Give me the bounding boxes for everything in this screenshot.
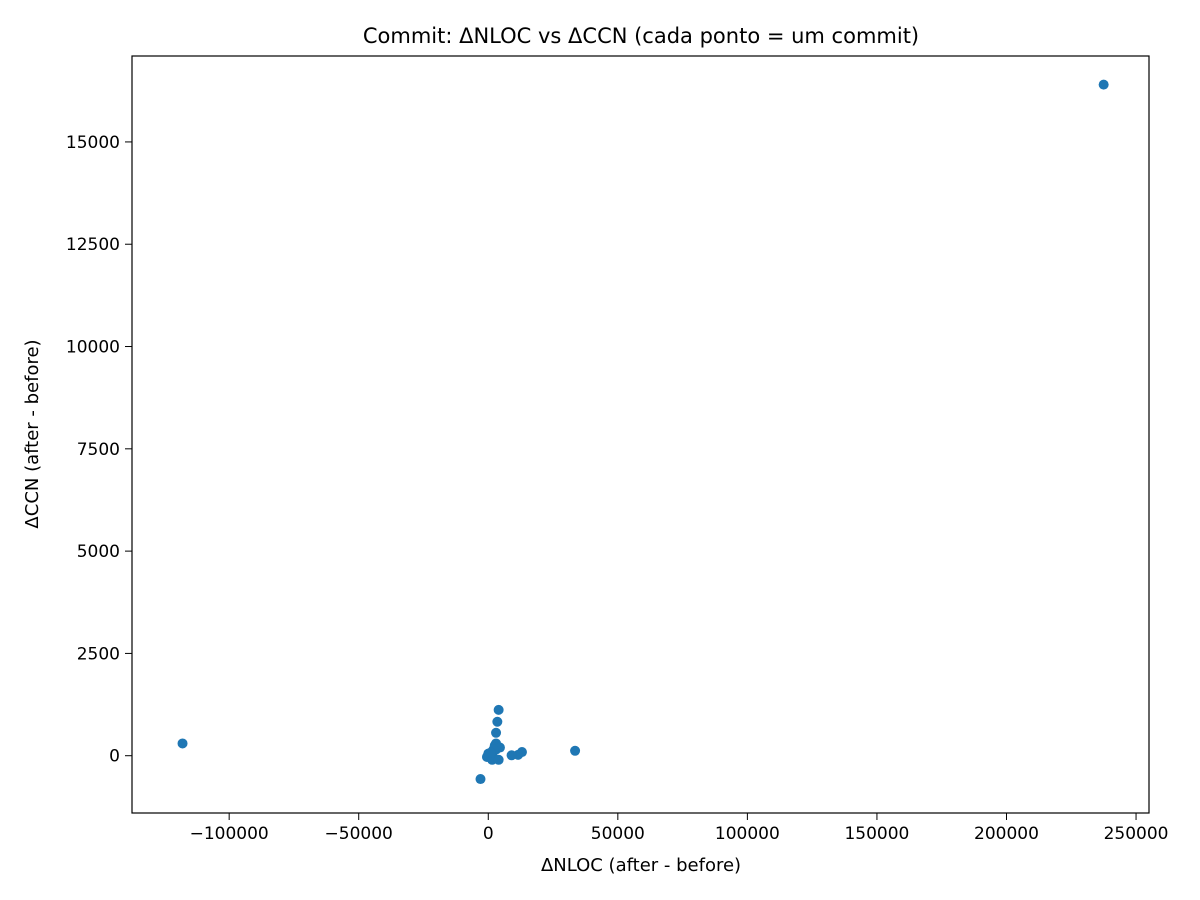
data-point bbox=[493, 754, 504, 765]
x-tick-label: 100000 bbox=[715, 824, 780, 844]
axis-ticks: −100000 −50000 0 50000 100000 150000 200000 250… bbox=[66, 133, 1169, 844]
y-tick-label: 0 bbox=[109, 747, 120, 767]
y-tick-label: 7500 bbox=[77, 440, 120, 460]
x-tick-label: 150000 bbox=[844, 824, 909, 844]
chart-title: Commit: ΔNLOC vs ΔCCN (cada ponto = um c… bbox=[363, 24, 919, 48]
data-point bbox=[475, 774, 486, 785]
data-point bbox=[1098, 79, 1109, 90]
x-tick-label: 0 bbox=[483, 824, 494, 844]
data-point bbox=[491, 727, 502, 738]
y-tick-label: 12500 bbox=[66, 235, 120, 255]
data-point bbox=[570, 745, 581, 756]
y-axis-label: ΔCCN (after - before) bbox=[22, 339, 43, 528]
data-point bbox=[493, 704, 504, 715]
x-tick-label: 50000 bbox=[591, 824, 645, 844]
data-point bbox=[485, 747, 496, 758]
x-axis-label: ΔNLOC (after - before) bbox=[541, 855, 741, 876]
x-tick-label: 200000 bbox=[974, 824, 1039, 844]
data-points bbox=[177, 79, 1109, 785]
x-tick-label: −50000 bbox=[325, 824, 393, 844]
y-tick-label: 2500 bbox=[77, 644, 120, 664]
data-point bbox=[506, 750, 517, 761]
plot-frame bbox=[131, 55, 1150, 814]
x-tick-label: −100000 bbox=[190, 824, 269, 844]
y-tick-label: 10000 bbox=[66, 338, 120, 358]
y-tick-label: 5000 bbox=[77, 542, 120, 562]
data-point bbox=[177, 738, 188, 749]
x-tick-label: 250000 bbox=[1104, 824, 1169, 844]
y-tick-label: 15000 bbox=[66, 133, 120, 153]
data-point bbox=[492, 716, 503, 727]
